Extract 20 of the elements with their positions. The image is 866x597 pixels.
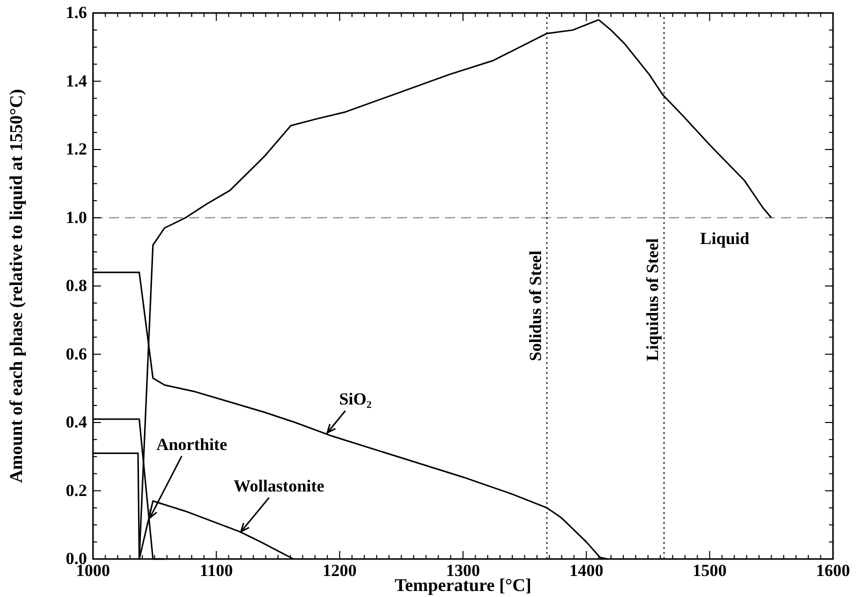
y-tick-label: 1.2 [66, 140, 87, 158]
annotation: Wollastonite [234, 476, 325, 496]
y-tick-label: 0.8 [66, 276, 87, 295]
ref-line-label: Solidus of Steel [526, 250, 545, 362]
annotation: SiO₂ [339, 390, 372, 409]
annotation: Anorthite [156, 435, 228, 454]
x-tick-label: 1200 [322, 561, 357, 580]
x-tick-label: 1600 [816, 561, 850, 580]
y-tick-label: 1.0 [66, 208, 87, 227]
annotation: Liquid [700, 228, 750, 248]
ref-line-label: Liquidus of Steel [643, 238, 662, 362]
x-tick-label: 1500 [692, 561, 727, 580]
y-tick-label: 0.2 [66, 480, 87, 500]
y-tick-label: 1.6 [66, 3, 87, 22]
y-tick-label: 1.4 [66, 71, 88, 90]
x-tick-label: 1400 [569, 561, 604, 580]
y-tick-label: 0.4 [66, 412, 88, 432]
y-axis-title: Amount of each phase (relative to liquid at 1550°C) [6, 89, 26, 483]
x-tick-label: 1100 [200, 561, 233, 580]
y-tick-label: 0.6 [66, 344, 87, 364]
